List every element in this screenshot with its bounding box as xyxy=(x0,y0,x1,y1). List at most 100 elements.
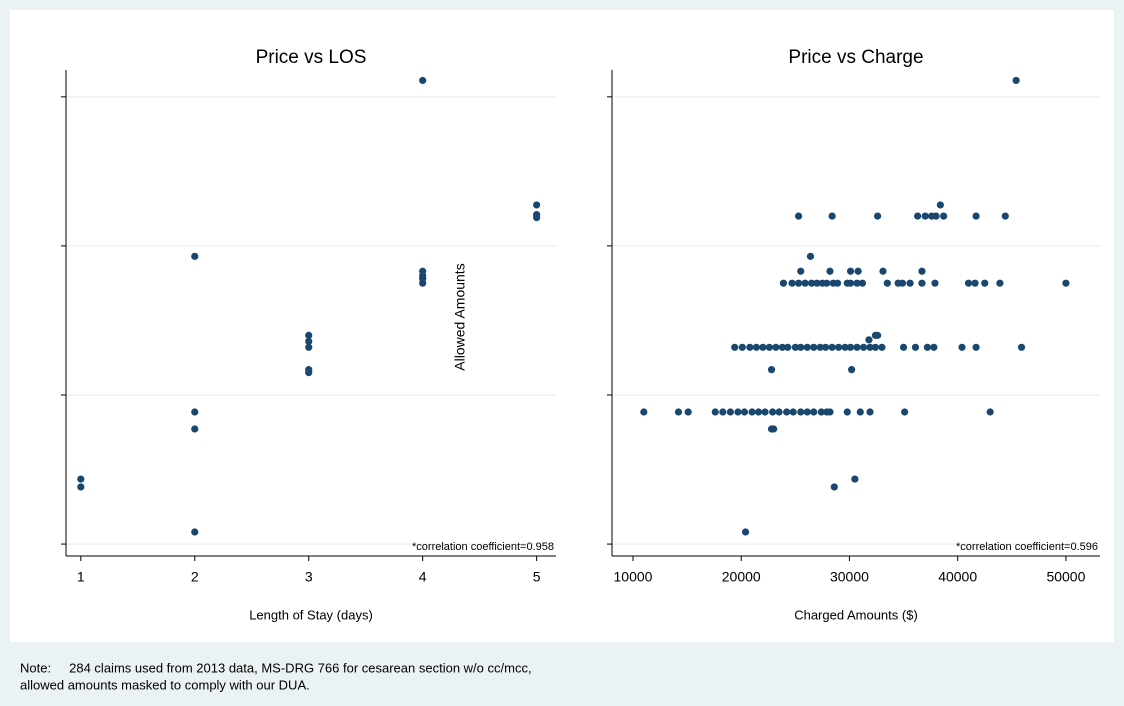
point xyxy=(769,408,777,416)
point xyxy=(899,343,908,351)
point xyxy=(779,279,788,287)
annotation: *correlation coefficient=0.596 xyxy=(956,541,1098,553)
point xyxy=(901,408,909,416)
point xyxy=(873,331,882,339)
point xyxy=(797,408,805,416)
point xyxy=(767,366,776,374)
point xyxy=(741,528,750,536)
point xyxy=(878,343,886,351)
x-axis-label: Charged Amounts ($) xyxy=(794,607,918,622)
point xyxy=(772,343,780,351)
point xyxy=(858,279,867,287)
point xyxy=(759,343,767,351)
point xyxy=(305,343,313,351)
point xyxy=(778,343,786,351)
graph-region xyxy=(10,10,1114,642)
point xyxy=(879,267,887,275)
point xyxy=(1001,212,1009,220)
point xyxy=(873,212,882,220)
point xyxy=(828,212,836,220)
point xyxy=(754,408,763,416)
point xyxy=(833,279,842,287)
note-line: allowed amounts masked to comply with ou… xyxy=(20,677,310,692)
point xyxy=(918,267,926,275)
point xyxy=(996,279,1004,287)
point xyxy=(1017,343,1026,351)
point xyxy=(806,252,815,260)
point xyxy=(419,279,427,287)
point xyxy=(719,408,727,416)
point xyxy=(684,408,692,416)
point xyxy=(854,267,862,275)
point xyxy=(964,279,973,287)
point xyxy=(761,408,769,416)
point xyxy=(911,343,920,351)
point xyxy=(830,483,838,491)
point xyxy=(807,279,816,287)
point xyxy=(823,279,831,287)
point xyxy=(914,212,922,220)
point xyxy=(191,425,199,433)
x-tick-label: 1 xyxy=(77,569,85,585)
point xyxy=(921,212,929,220)
point xyxy=(971,279,979,287)
x-tick-label: 50000 xyxy=(1046,569,1085,585)
point xyxy=(817,408,825,416)
point xyxy=(791,343,799,351)
point xyxy=(918,279,926,287)
x-axis-label: Length of Stay (days) xyxy=(249,607,373,622)
point xyxy=(810,408,818,416)
point xyxy=(770,425,778,433)
point xyxy=(866,343,874,351)
x-tick-label: 2 xyxy=(191,569,199,585)
note-line: Note: 284 claims used from 2013 data, MS… xyxy=(20,660,532,675)
point xyxy=(305,331,313,339)
point xyxy=(958,343,966,351)
point xyxy=(1062,279,1070,287)
point xyxy=(765,343,773,351)
chart-title: Price vs LOS xyxy=(256,47,367,68)
x-tick-label: 30000 xyxy=(830,569,869,585)
x-tick-label: 20000 xyxy=(722,569,761,585)
point xyxy=(930,343,938,351)
point xyxy=(77,483,85,491)
point xyxy=(748,408,756,416)
point xyxy=(923,343,931,351)
point xyxy=(906,279,914,287)
point xyxy=(726,408,735,416)
point xyxy=(191,528,199,536)
point xyxy=(803,408,811,416)
y-axis-label: Allowed Amounts xyxy=(452,263,468,370)
annotation: *correlation coefficient=0.958 xyxy=(412,541,554,553)
point xyxy=(783,408,791,416)
point xyxy=(740,408,749,416)
point xyxy=(848,366,856,374)
point xyxy=(859,343,868,351)
point xyxy=(711,408,719,416)
point xyxy=(191,252,199,260)
point xyxy=(816,343,824,351)
point xyxy=(789,408,797,416)
point xyxy=(533,213,541,222)
point xyxy=(305,369,313,377)
point xyxy=(851,475,859,483)
point xyxy=(871,343,880,351)
point xyxy=(191,408,199,416)
point xyxy=(752,343,760,351)
x-tick-label: 5 xyxy=(533,569,541,585)
point xyxy=(986,408,994,416)
point xyxy=(788,279,796,287)
point xyxy=(981,279,989,287)
point xyxy=(810,343,818,351)
point xyxy=(932,212,940,220)
point xyxy=(801,279,809,287)
point xyxy=(856,408,864,416)
point xyxy=(846,343,855,351)
point xyxy=(931,279,939,287)
point xyxy=(784,343,792,351)
point xyxy=(828,343,836,351)
point xyxy=(794,279,803,287)
chart-title: Price vs Charge xyxy=(788,47,923,68)
point xyxy=(738,343,746,351)
point xyxy=(797,267,805,275)
